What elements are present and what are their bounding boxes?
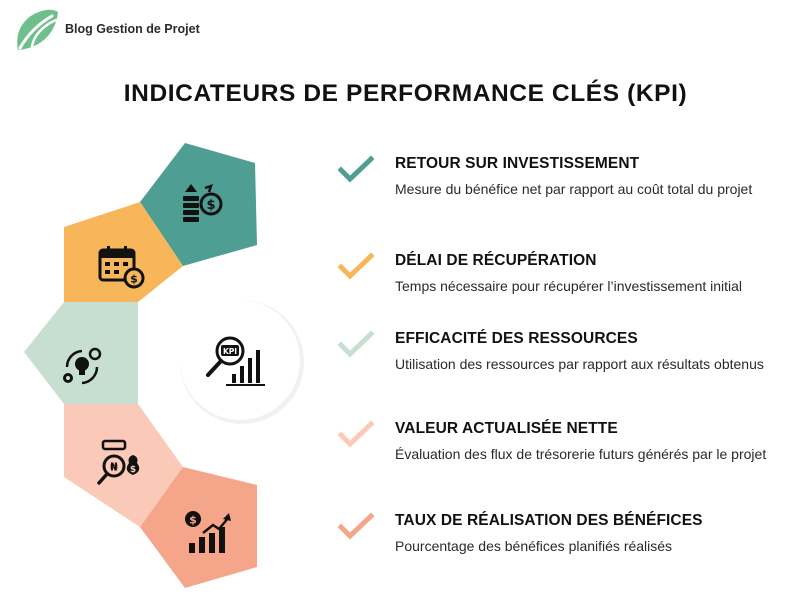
page-title: INDICATEURS DE PERFORMANCE CLÉS (KPI) bbox=[123, 80, 688, 107]
svg-text:$: $ bbox=[130, 273, 138, 286]
calendar-dollar-icon: $ bbox=[98, 246, 145, 289]
magnifier-chart-icon: KPI bbox=[206, 336, 265, 386]
kpi-item-description: Mesure du bénéfice net par rapport au co… bbox=[395, 181, 753, 197]
kpi-segment-diagram: $ $ ₦ $ $ bbox=[24, 143, 304, 588]
kpi-item-description: Pourcentage des bénéfices planifiés réal… bbox=[395, 538, 673, 554]
coins-dollar-cycle-icon: $ bbox=[183, 184, 223, 222]
kpi-item-description: Évaluation des flux de trésorerie futurs… bbox=[395, 446, 767, 462]
brand-name: Blog Gestion de Projet bbox=[65, 22, 200, 36]
check-icon bbox=[338, 512, 374, 540]
kpi-item-title: VALEUR ACTUALISÉE NETTE bbox=[395, 420, 618, 437]
check-icon bbox=[338, 252, 374, 280]
bulb-gear-cycle-icon bbox=[63, 347, 102, 385]
kpi-item-description: Utilisation des ressources par rapport a… bbox=[395, 356, 764, 372]
check-icon bbox=[338, 155, 374, 183]
check-icon bbox=[338, 330, 374, 358]
kpi-label: KPI bbox=[223, 347, 237, 356]
brand-logo[interactable]: Blog Gestion de Projet bbox=[12, 6, 200, 54]
kpi-item-title: RETOUR SUR INVESTISSEMENT bbox=[395, 155, 640, 172]
kpi-item-title: EFFICACITÉ DES RESSOURCES bbox=[395, 330, 638, 347]
kpi-item-title: TAUX DE RÉALISATION DES BÉNÉFICES bbox=[395, 512, 703, 529]
money-bag-magnifier-icon: ₦ $ bbox=[97, 439, 140, 485]
kpi-item-description: Temps nécessaire pour récupérer l’invest… bbox=[395, 278, 743, 294]
svg-text:$: $ bbox=[189, 514, 197, 527]
dollar-growth-chart-icon: $ bbox=[185, 511, 231, 553]
segment-resource-efficiency bbox=[24, 302, 138, 404]
svg-text:$: $ bbox=[130, 465, 136, 475]
svg-text:$: $ bbox=[206, 198, 215, 213]
check-icon bbox=[338, 420, 374, 448]
svg-text:₦: ₦ bbox=[110, 461, 118, 474]
leaf-logo-icon bbox=[17, 9, 58, 51]
kpi-item-title: DÉLAI DE RÉCUPÉRATION bbox=[395, 252, 597, 269]
segment-benefits-realization bbox=[140, 467, 257, 588]
